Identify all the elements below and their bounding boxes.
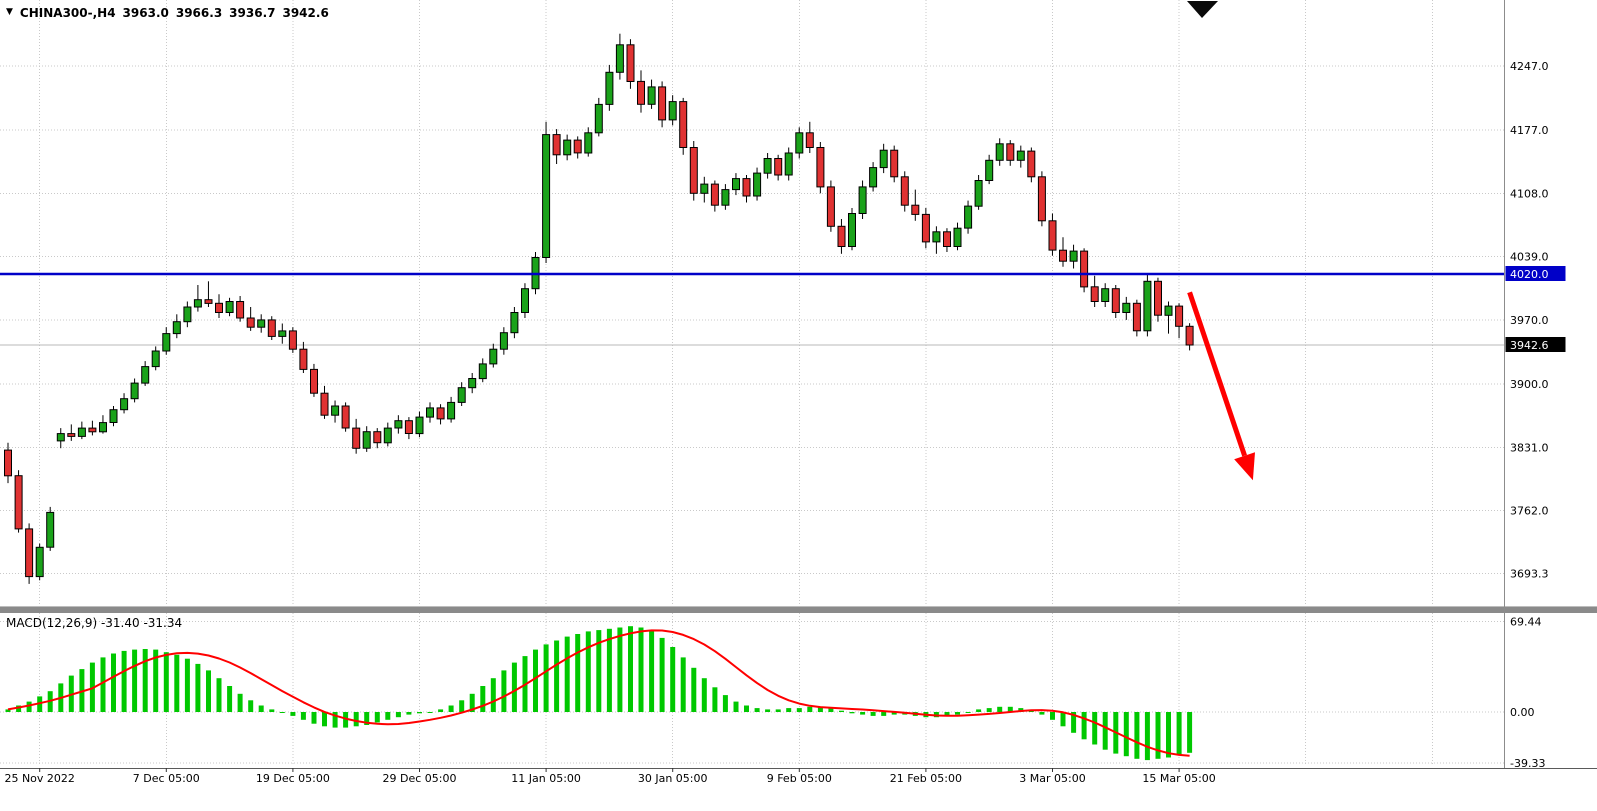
chart-header: ▼ CHINA300-,H4 3963.0 3966.3 3936.7 3942… xyxy=(6,6,329,20)
time-label: 15 Mar 05:00 xyxy=(1142,772,1216,785)
svg-text:4020.0: 4020.0 xyxy=(1510,268,1549,281)
grid-layer xyxy=(0,0,1504,766)
trend-arrow[interactable] xyxy=(1187,291,1255,481)
macd-indicator-label: MACD(12,26,9) -31.40 -31.34 xyxy=(6,616,183,630)
time-label: 11 Jan 05:00 xyxy=(511,772,581,785)
ohlc-high-value: 3966.3 xyxy=(175,6,223,20)
svg-text:3970.0: 3970.0 xyxy=(1510,314,1549,327)
svg-text:4039.0: 4039.0 xyxy=(1510,251,1549,264)
svg-text:4108.0: 4108.0 xyxy=(1510,187,1549,200)
symbol-dropdown-icon[interactable]: ▼ xyxy=(6,7,13,17)
svg-text:0.00: 0.00 xyxy=(1510,706,1535,719)
svg-text:3693.3: 3693.3 xyxy=(1510,568,1549,581)
time-label: 30 Jan 05:00 xyxy=(637,772,708,785)
svg-text:3900.0: 3900.0 xyxy=(1510,378,1549,391)
svg-text:4177.0: 4177.0 xyxy=(1510,124,1549,137)
price-badge-line-level: 4020.0 xyxy=(1505,266,1566,281)
time-axis-ticks xyxy=(39,768,1180,772)
ohlc-open-value: 3963.0 xyxy=(122,6,169,20)
price-axis[interactable]: 4247.0 4177.0 4108.0 4039.0 3970.0 3900.0 3831… xyxy=(1510,60,1549,770)
time-label: 29 Dec 05:00 xyxy=(382,772,457,785)
svg-text:3762.0: 3762.0 xyxy=(1510,505,1549,518)
time-axis[interactable]: 25 Nov 2022 7 Dec 05:00 19 Dec 05:00 29 Dec… xyxy=(0,772,1597,794)
svg-text:69.44: 69.44 xyxy=(1510,616,1542,629)
candles-layer xyxy=(4,33,1194,584)
symbol-timeframe-label: CHINA300-,H4 xyxy=(19,6,116,20)
svg-text:3831.0: 3831.0 xyxy=(1510,441,1549,454)
time-label: 7 Dec 05:00 xyxy=(132,772,200,785)
ohlc-close-value: 3942.6 xyxy=(282,6,329,20)
ohlc-low-value: 3936.7 xyxy=(229,6,276,20)
time-label: 25 Nov 2022 xyxy=(4,772,75,785)
time-label: 19 Dec 05:00 xyxy=(255,772,330,785)
macd-signal-line xyxy=(7,629,1190,757)
svg-text:3942.6: 3942.6 xyxy=(1510,339,1549,352)
time-label: 21 Feb 05:00 xyxy=(889,772,962,785)
price-badge-current: 3942.6 xyxy=(1505,337,1566,352)
time-label: 9 Feb 05:00 xyxy=(766,772,832,785)
svg-text:-39.33: -39.33 xyxy=(1510,757,1545,770)
panel-divider[interactable] xyxy=(0,606,1597,613)
shift-marker-icon[interactable] xyxy=(1187,1,1218,18)
macd-histogram xyxy=(5,626,1193,761)
svg-text:4247.0: 4247.0 xyxy=(1510,60,1549,73)
time-label: 3 Mar 05:00 xyxy=(1019,772,1086,785)
axis-separators xyxy=(0,0,1597,769)
